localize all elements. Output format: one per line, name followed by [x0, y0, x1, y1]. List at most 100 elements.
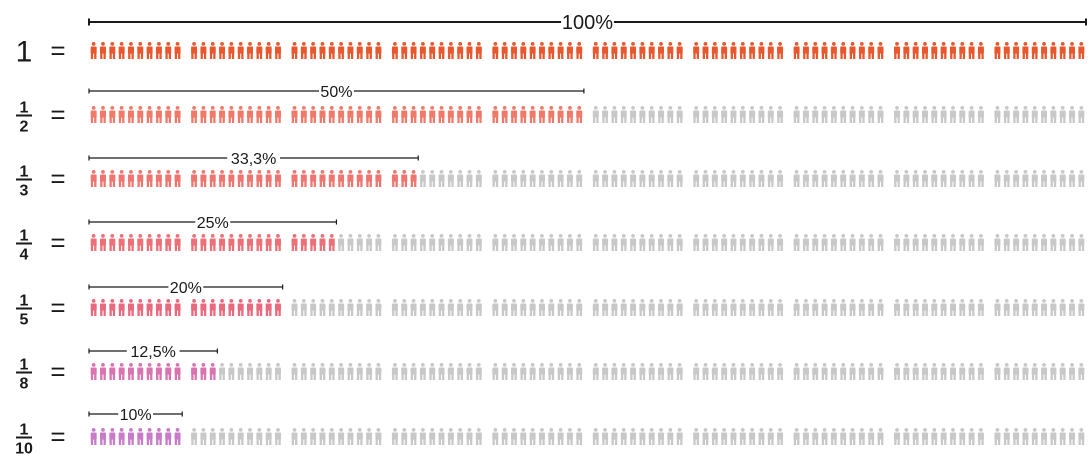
person-icon-highlighted — [127, 106, 134, 123]
person-icon-grey — [840, 428, 847, 445]
person-icon-grey — [940, 299, 947, 316]
person-icon-highlighted — [118, 106, 125, 123]
person-icon-grey — [812, 234, 819, 251]
person-icon-grey — [602, 299, 609, 316]
person-icon-grey — [912, 428, 919, 445]
person-icon-grey — [466, 428, 473, 445]
person-icon-grey — [1013, 428, 1020, 445]
person-icon-grey — [1003, 428, 1010, 445]
person-icon-grey — [576, 428, 583, 445]
person-icon-highlighted — [174, 106, 181, 123]
person-icon-grey — [994, 234, 1001, 251]
person-icon-grey — [1003, 106, 1010, 123]
person-icon-grey — [667, 363, 674, 380]
person-icon-grey — [466, 170, 473, 187]
person-icon-grey — [219, 363, 226, 380]
person-icon-grey — [457, 299, 464, 316]
person-icon-highlighted — [109, 363, 116, 380]
person-icon-grey — [529, 170, 536, 187]
person-icon-grey — [994, 106, 1001, 123]
person-icon-highlighted — [274, 170, 281, 187]
person-icon-highlighted — [366, 106, 373, 123]
person-icon-grey — [721, 428, 728, 445]
person-icon-grey — [868, 363, 875, 380]
person-icon-grey — [849, 428, 856, 445]
person-icon-grey — [777, 299, 784, 316]
person-icon-highlighted — [109, 428, 116, 445]
person-icon-grey — [475, 170, 482, 187]
person-icon-highlighted — [347, 106, 354, 123]
person-icon-grey — [959, 106, 966, 123]
person-icon-highlighted — [165, 234, 172, 251]
equals-sign: = — [50, 228, 65, 258]
person-icon-grey — [566, 170, 573, 187]
person-icon-grey — [858, 106, 865, 123]
person-icon-grey — [868, 170, 875, 187]
person-icon-grey — [1069, 299, 1076, 316]
person-icon-highlighted — [99, 428, 106, 445]
person-icon-grey — [721, 299, 728, 316]
person-icon-grey — [702, 106, 709, 123]
person-icon-grey — [566, 234, 573, 251]
person-icon-grey — [1050, 106, 1057, 123]
person-icon-grey — [366, 234, 373, 251]
fraction-numerator: 1 — [20, 293, 29, 310]
person-icon-grey — [1003, 363, 1010, 380]
person-icon-grey — [739, 363, 746, 380]
person-icon-grey — [1059, 299, 1066, 316]
person-icon-highlighted — [191, 42, 198, 59]
person-icon-highlighted — [602, 42, 609, 59]
person-icon-grey — [1013, 299, 1020, 316]
person-icon-highlighted — [256, 170, 263, 187]
fraction-row: 1 8 = 12,5% — [16, 344, 1085, 393]
person-icon-grey — [310, 299, 317, 316]
person-icon-grey — [968, 234, 975, 251]
person-icon-grey — [475, 363, 482, 380]
percent-label: 100% — [562, 12, 613, 34]
person-icon-grey — [968, 299, 975, 316]
person-icon-grey — [475, 299, 482, 316]
person-icon-highlighted — [127, 234, 134, 251]
person-icon-grey — [711, 106, 718, 123]
person-icon-grey — [639, 363, 646, 380]
person-icon-grey — [356, 234, 363, 251]
person-icon-grey — [457, 428, 464, 445]
person-icon-grey — [1069, 363, 1076, 380]
person-icon-highlighted — [711, 42, 718, 59]
person-icon-grey — [711, 234, 718, 251]
person-icon-highlighted — [90, 363, 97, 380]
person-icon-highlighted — [155, 106, 162, 123]
person-icon-grey — [611, 106, 618, 123]
person-icon-grey — [721, 363, 728, 380]
person-icon-grey — [291, 428, 298, 445]
person-icon-highlighted — [840, 42, 847, 59]
person-icon-grey — [931, 428, 938, 445]
person-icon-grey — [391, 428, 398, 445]
person-icon-highlighted — [90, 170, 97, 187]
person-icon-grey — [858, 428, 865, 445]
person-icon-highlighted — [410, 170, 417, 187]
fraction-row: 1 2 = 50% — [16, 84, 1085, 136]
person-icon-grey — [492, 299, 499, 316]
person-icon-grey — [739, 106, 746, 123]
person-icon-highlighted — [529, 106, 536, 123]
person-icon-grey — [265, 363, 272, 380]
person-icon-grey — [391, 363, 398, 380]
fraction-denominator: 8 — [20, 376, 29, 393]
person-icon-grey — [1013, 170, 1020, 187]
person-icon-grey — [658, 106, 665, 123]
person-icon-grey — [375, 363, 382, 380]
person-icon-highlighted — [576, 106, 583, 123]
person-icon-grey — [840, 106, 847, 123]
fraction-row: 1 3 = 33,3% — [16, 151, 1085, 200]
person-icon-grey — [1003, 170, 1010, 187]
person-icon-grey — [912, 234, 919, 251]
person-icon-grey — [648, 106, 655, 123]
person-icon-highlighted — [256, 42, 263, 59]
person-icon-highlighted — [639, 42, 646, 59]
person-icon-grey — [310, 428, 317, 445]
person-icon-grey — [840, 170, 847, 187]
person-icon-grey — [730, 106, 737, 123]
person-icon-highlighted — [319, 234, 326, 251]
person-icon-highlighted — [994, 42, 1001, 59]
